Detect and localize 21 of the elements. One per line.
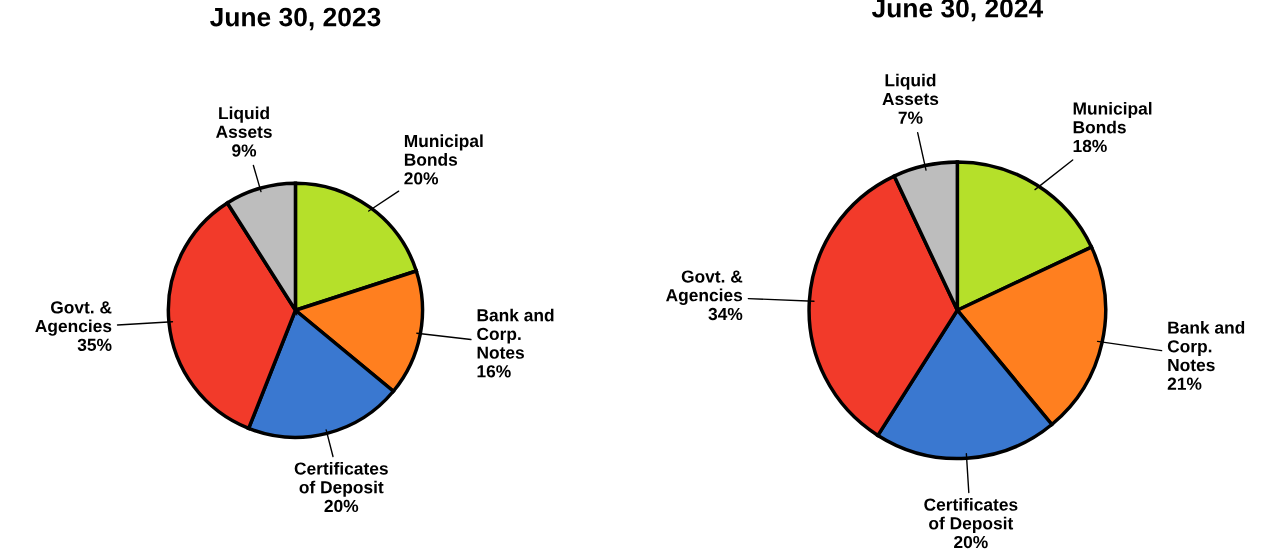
slice-label: Govt. & Agencies [666,270,743,305]
data-label: 16% [477,365,511,378]
slice-label: Liquid Assets [882,73,939,106]
slice-label: Municipal Bonds [404,134,483,166]
data-label: 9% [232,144,257,157]
slice-label: Govt. & Agencies [35,301,112,336]
data-label: 7% [898,111,923,124]
slice-label: Bank and Corp. Notes [477,308,554,359]
slice-label: Certificates of Deposit [294,461,388,497]
data-label: 20% [324,499,359,513]
data-label: 34% [708,307,743,321]
chart-title: June 30, 2023 [210,7,381,31]
data-label: 20% [954,535,988,549]
slice-label: Municipal Bonds [1073,101,1152,134]
slice-label: Bank and Corp. Notes [1167,321,1245,372]
data-label: 21% [1167,377,1202,390]
slice-label: Liquid Assets [216,106,272,138]
data-label: 20% [404,172,439,185]
slice-label: Certificates of Deposit [924,498,1018,533]
data-label: 18% [1073,139,1107,153]
data-label: 35% [77,338,112,352]
